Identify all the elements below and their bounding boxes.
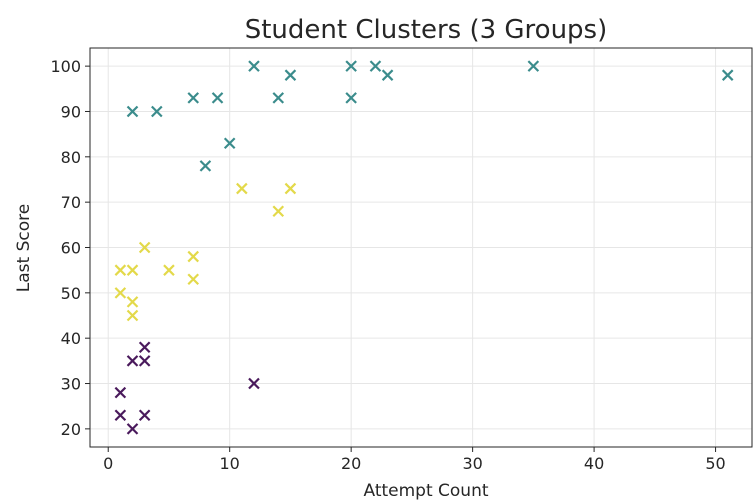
x-tick-label: 40 xyxy=(584,454,604,473)
data-point xyxy=(114,264,127,276)
data-point xyxy=(126,296,139,308)
data-point xyxy=(114,409,127,422)
y-tick-label: 80 xyxy=(61,148,81,167)
data-point xyxy=(284,69,297,81)
data-point xyxy=(126,355,139,367)
data-point xyxy=(199,160,212,172)
data-point xyxy=(187,92,200,104)
data-point xyxy=(236,182,248,195)
data-point xyxy=(151,105,163,118)
data-point xyxy=(138,241,151,254)
series-2 xyxy=(114,341,260,435)
series-0 xyxy=(126,60,734,172)
data-point xyxy=(187,273,200,286)
data-point xyxy=(369,60,382,72)
data-point xyxy=(114,386,127,399)
data-point xyxy=(126,309,139,322)
data-point xyxy=(248,377,260,390)
y-tick-label: 70 xyxy=(61,193,81,212)
data-point xyxy=(345,92,357,104)
y-tick-label: 60 xyxy=(61,239,81,258)
grid-lines xyxy=(90,48,752,447)
data-point xyxy=(187,250,200,263)
x-tick-label: 50 xyxy=(705,454,725,473)
data-point xyxy=(527,60,540,72)
series-1 xyxy=(114,182,297,322)
data-point xyxy=(138,355,151,367)
data-point xyxy=(721,69,734,81)
data-point xyxy=(272,205,285,218)
y-axis-label: Last Score xyxy=(14,204,34,292)
data-point xyxy=(163,264,175,276)
data-point xyxy=(248,60,260,72)
data-point xyxy=(272,92,285,104)
data-point xyxy=(138,341,151,354)
data-point xyxy=(211,92,224,104)
y-tick-label: 90 xyxy=(61,102,81,121)
data-point xyxy=(126,264,139,276)
data-point xyxy=(345,60,357,72)
y-tick-label: 100 xyxy=(50,57,81,76)
data-point xyxy=(126,105,139,118)
data-point xyxy=(284,182,297,195)
y-tick-label: 30 xyxy=(61,375,81,394)
y-tick-label: 40 xyxy=(61,329,81,348)
data-point xyxy=(381,69,394,81)
data-point xyxy=(138,409,151,422)
chart-title: Student Clusters (3 Groups) xyxy=(245,15,608,45)
y-ticks: 20 30 40 50 60 70 80 90 100 xyxy=(50,57,90,439)
data-point xyxy=(114,287,127,299)
data-point xyxy=(223,137,236,149)
data-point xyxy=(126,423,139,435)
data-points xyxy=(114,60,734,435)
x-ticks: 0 10 20 30 40 50 xyxy=(103,447,726,473)
x-axis-label: Attempt Count xyxy=(363,481,488,501)
x-tick-label: 20 xyxy=(341,454,361,473)
x-tick-label: 0 xyxy=(103,454,113,473)
y-tick-label: 50 xyxy=(61,284,81,303)
y-tick-label: 20 xyxy=(61,420,81,439)
x-tick-label: 10 xyxy=(220,454,240,473)
x-tick-label: 30 xyxy=(462,454,482,473)
